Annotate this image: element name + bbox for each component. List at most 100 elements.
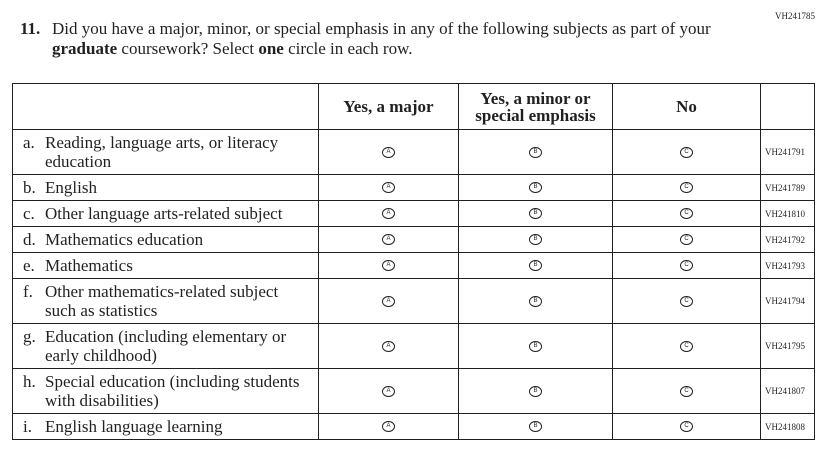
question-text-part: Did you have a major, minor, or special … bbox=[52, 19, 711, 38]
row-label-cell: d. Mathematics education bbox=[12, 226, 319, 253]
column-header: Yes, a minor or special emphasis bbox=[458, 83, 613, 130]
row-letter: e. bbox=[23, 256, 35, 275]
row-code: VH241791 bbox=[760, 129, 815, 175]
bubble-cell: A bbox=[318, 413, 459, 440]
bubble-cell: A bbox=[318, 200, 459, 227]
answer-bubble[interactable]: B bbox=[529, 421, 542, 433]
bubble-cell: B bbox=[458, 323, 613, 369]
answer-bubble[interactable]: A bbox=[382, 340, 395, 352]
bubble-cell: A bbox=[318, 368, 459, 414]
answer-bubble[interactable]: B bbox=[529, 234, 542, 246]
row-label: c. Other language arts-related subject bbox=[23, 204, 304, 223]
row-code: VH241792 bbox=[760, 226, 815, 253]
row-label: d. Mathematics education bbox=[23, 230, 304, 249]
answer-bubble[interactable]: B bbox=[529, 182, 542, 194]
row-label: a. Reading, language arts, or literacy ed… bbox=[23, 133, 304, 171]
row-label: h. Special education (including students … bbox=[23, 372, 304, 410]
response-row: e. Mathematics A B C VH241793 bbox=[12, 252, 815, 279]
answer-bubble[interactable]: B bbox=[529, 146, 542, 158]
question-number: 11. bbox=[20, 19, 41, 38]
answer-bubble[interactable]: A bbox=[382, 421, 395, 433]
row-label-cell: e. Mathematics bbox=[12, 252, 319, 279]
row-label-cell: f. Other mathematics-related subject such… bbox=[12, 278, 319, 324]
bubble-cell: B bbox=[458, 252, 613, 279]
row-code: VH241794 bbox=[760, 278, 815, 324]
answer-bubble[interactable]: B bbox=[529, 295, 542, 307]
response-row: i. English language learning A B C VH241808 bbox=[12, 413, 815, 440]
question-text: Did you have a major, minor, or special … bbox=[52, 19, 712, 59]
bubble-cell: C bbox=[612, 226, 761, 253]
row-label: f. Other mathematics-related subject such… bbox=[23, 282, 304, 320]
bubble-cell: A bbox=[318, 129, 459, 175]
answer-bubble[interactable]: C bbox=[680, 182, 693, 194]
answer-bubble[interactable]: A bbox=[382, 208, 395, 220]
response-row: f. Other mathematics-related subject such… bbox=[12, 278, 815, 324]
bubble-cell: B bbox=[458, 200, 613, 227]
row-letter: b. bbox=[23, 178, 36, 197]
bubble-cell: A bbox=[318, 226, 459, 253]
row-label-cell: a. Reading, language arts, or literacy ed… bbox=[12, 129, 319, 175]
answer-bubble[interactable]: A bbox=[382, 295, 395, 307]
bubble-cell: A bbox=[318, 252, 459, 279]
answer-bubble[interactable]: C bbox=[680, 295, 693, 307]
row-code: VH241808 bbox=[760, 413, 815, 440]
row-text: Education (including elementary or early… bbox=[45, 327, 287, 365]
page-code: VH241785 bbox=[775, 11, 815, 21]
bubble-cell: B bbox=[458, 368, 613, 414]
row-text: Mathematics education bbox=[45, 230, 204, 249]
row-text: Other mathematics-related subject such a… bbox=[45, 282, 279, 320]
answer-bubble[interactable]: C bbox=[680, 385, 693, 397]
answer-bubble[interactable]: A bbox=[382, 260, 395, 272]
row-label-cell: i. English language learning bbox=[12, 413, 319, 440]
row-code: VH241810 bbox=[760, 200, 815, 227]
row-code: VH241793 bbox=[760, 252, 815, 279]
answer-bubble[interactable]: C bbox=[680, 260, 693, 272]
row-text: Mathematics bbox=[45, 256, 133, 275]
row-code: VH241795 bbox=[760, 323, 815, 369]
answer-bubble[interactable]: C bbox=[680, 146, 693, 158]
row-label-cell: g. Education (including elementary or ear… bbox=[12, 323, 319, 369]
row-letter: a. bbox=[23, 133, 35, 152]
response-table: Yes, a major Yes, a minor or special emph… bbox=[12, 83, 815, 440]
row-letter: c. bbox=[23, 204, 35, 223]
bubble-cell: C bbox=[612, 252, 761, 279]
answer-bubble[interactable]: B bbox=[529, 385, 542, 397]
answer-bubble[interactable]: C bbox=[680, 340, 693, 352]
bubble-cell: C bbox=[612, 200, 761, 227]
column-header: No bbox=[612, 83, 761, 130]
row-label-cell: b. English bbox=[12, 174, 319, 201]
row-text: Special education (including students wi… bbox=[45, 372, 300, 410]
answer-bubble[interactable]: C bbox=[680, 234, 693, 246]
bubble-cell: C bbox=[612, 129, 761, 175]
question-text-part: circle in each row. bbox=[283, 39, 413, 58]
bubble-cell: B bbox=[458, 413, 613, 440]
bubble-cell: B bbox=[458, 129, 613, 175]
bubble-cell: B bbox=[458, 278, 613, 324]
bubble-cell: A bbox=[318, 278, 459, 324]
answer-bubble[interactable]: B bbox=[529, 208, 542, 220]
answer-bubble[interactable]: C bbox=[680, 208, 693, 220]
answer-bubble[interactable]: C bbox=[680, 421, 693, 433]
row-letter: i. bbox=[23, 417, 32, 436]
bubble-cell: C bbox=[612, 323, 761, 369]
bubble-cell: C bbox=[612, 413, 761, 440]
row-text: English language learning bbox=[45, 417, 223, 436]
answer-bubble[interactable]: A bbox=[382, 182, 395, 194]
answer-bubble[interactable]: A bbox=[382, 385, 395, 397]
bubble-cell: B bbox=[458, 174, 613, 201]
answer-bubble[interactable]: A bbox=[382, 146, 395, 158]
row-code: VH241807 bbox=[760, 368, 815, 414]
answer-bubble[interactable]: B bbox=[529, 340, 542, 352]
row-label-cell: c. Other language arts-related subject bbox=[12, 200, 319, 227]
row-text: English bbox=[45, 178, 97, 197]
row-label: b. English bbox=[23, 178, 304, 197]
question-emphasis: one bbox=[258, 39, 284, 58]
row-label: e. Mathematics bbox=[23, 256, 304, 275]
response-row: c. Other language arts-related subject A B C… bbox=[12, 200, 815, 227]
answer-bubble[interactable]: A bbox=[382, 234, 395, 246]
row-letter: d. bbox=[23, 230, 36, 249]
bubble-cell: C bbox=[612, 278, 761, 324]
answer-bubble[interactable]: B bbox=[529, 260, 542, 272]
response-row: g. Education (including elementary or ear… bbox=[12, 323, 815, 369]
